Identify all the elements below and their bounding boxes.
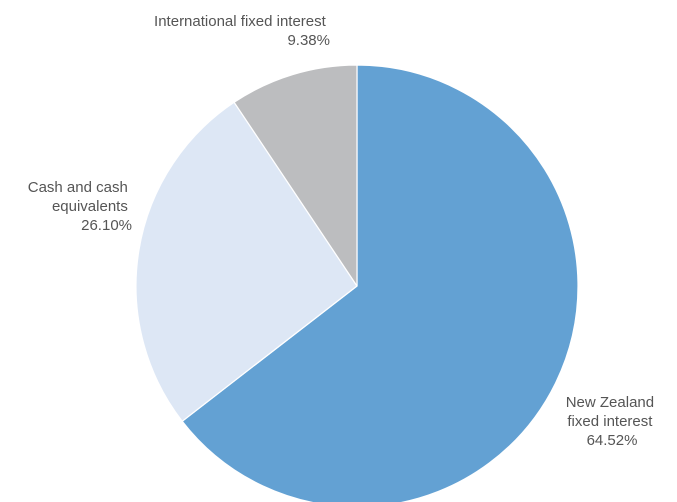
pie-slice-international xyxy=(233,64,358,287)
slice-label-new-zealand: New Zealand fixed interest 64.52% xyxy=(566,394,659,449)
pie-slice-cash xyxy=(135,101,358,422)
pie-slices xyxy=(135,64,579,502)
slice-label-new-zealand-line-2: fixed interest xyxy=(567,413,653,430)
slice-value-new-zealand: 64.52% xyxy=(587,432,638,449)
slice-label-new-zealand-line-1: New Zealand xyxy=(566,394,654,411)
slice-label-cash: Cash and cash equivalents 26.10% xyxy=(28,179,132,234)
slice-value-international: 9.38% xyxy=(287,32,330,49)
pie-slice-new-zealand xyxy=(181,64,579,502)
pie-labels: New Zealand fixed interest 64.52% Cash a… xyxy=(28,13,659,449)
slice-label-international: International fixed interest 9.38% xyxy=(154,13,330,49)
slice-label-cash-line-1: Cash and cash xyxy=(28,179,128,196)
slice-value-cash: 26.10% xyxy=(81,217,132,234)
slice-label-cash-line-2: equivalents xyxy=(52,198,128,215)
slice-label-international-line-1: International fixed interest xyxy=(154,13,327,30)
